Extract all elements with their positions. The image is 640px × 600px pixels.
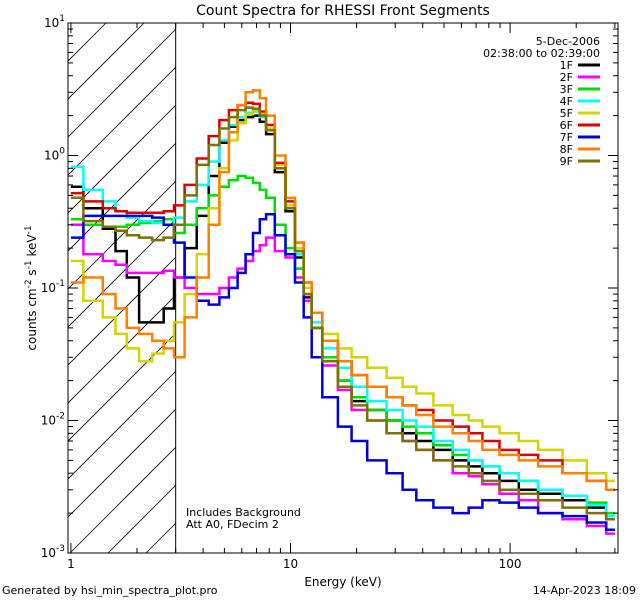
y-tick-base: 10 [41, 546, 56, 560]
series-layer [70, 89, 615, 535]
y-axis-label: counts cm-2 s-1 keV-1 [24, 225, 39, 350]
legend-label-8f: 8F [560, 143, 573, 156]
y-tick-exponent: 1 [59, 14, 65, 24]
hatch-line [68, 23, 259, 214]
x-tick-label: 1 [67, 557, 75, 571]
x-axis-label: Energy (keV) [304, 575, 381, 589]
legend-label-6f: 6F [560, 119, 573, 132]
legend-label-5f: 5F [560, 107, 573, 120]
y-tick-label: 100 [44, 147, 65, 163]
y-axis-label-main: counts cm [25, 288, 39, 350]
y-tick-label: 10-1 [41, 279, 65, 295]
y-tick-base: 10 [44, 149, 59, 163]
series-8f [70, 89, 615, 492]
annotation-attenuator: Att A0, FDecim 2 [186, 518, 279, 531]
legend-label-3f: 3F [560, 83, 573, 96]
legend-label-4f: 4F [560, 95, 573, 108]
legend-label-1f: 1F [560, 59, 573, 72]
y-tick-exponent: 0 [59, 147, 65, 157]
hatched-region [68, 23, 618, 553]
series-7f [70, 213, 615, 531]
x-tick-label: 10 [283, 557, 298, 571]
y-axis-label-exp2: -1 [24, 260, 34, 269]
annotation-background: Includes Background [186, 506, 301, 519]
y-axis-label-end: keV [25, 234, 39, 261]
legend-label-2f: 2F [560, 71, 573, 84]
y-axis-label-exp3: -1 [24, 225, 34, 234]
y-tick-label: 10-2 [41, 412, 65, 428]
generated-by-label: Generated by hsi_min_spectra_plot.pro [2, 584, 218, 597]
y-axis-label-exp1: -2 [24, 279, 34, 288]
hatch-line [68, 23, 221, 176]
x-tick-label: 100 [499, 557, 522, 571]
y-tick-label: 10-3 [41, 544, 65, 560]
y-axis-label-mid: s [25, 269, 39, 279]
legend-label-7f: 7F [560, 131, 573, 144]
y-tick-exponent: -2 [56, 412, 65, 422]
hatch-mask [175, 23, 618, 553]
hatch-line [68, 23, 183, 138]
time-range-label: 02:38:00 to 02:39:00 [483, 47, 600, 60]
date-label: 5-Dec-2006 [536, 35, 600, 48]
generated-timestamp: 14-Apr-2023 18:09 [533, 584, 636, 597]
y-tick-exponent: -3 [56, 544, 65, 554]
y-tick-exponent: -1 [56, 279, 65, 289]
legend-label-9f: 9F [560, 155, 573, 168]
y-tick-label: 101 [44, 14, 65, 30]
chart-title: Count Spectra for RHESSI Front Segments [196, 3, 490, 19]
y-tick-base: 10 [44, 16, 59, 30]
series-9f [70, 106, 615, 521]
y-tick-base: 10 [41, 414, 56, 428]
y-tick-base: 10 [41, 281, 56, 295]
